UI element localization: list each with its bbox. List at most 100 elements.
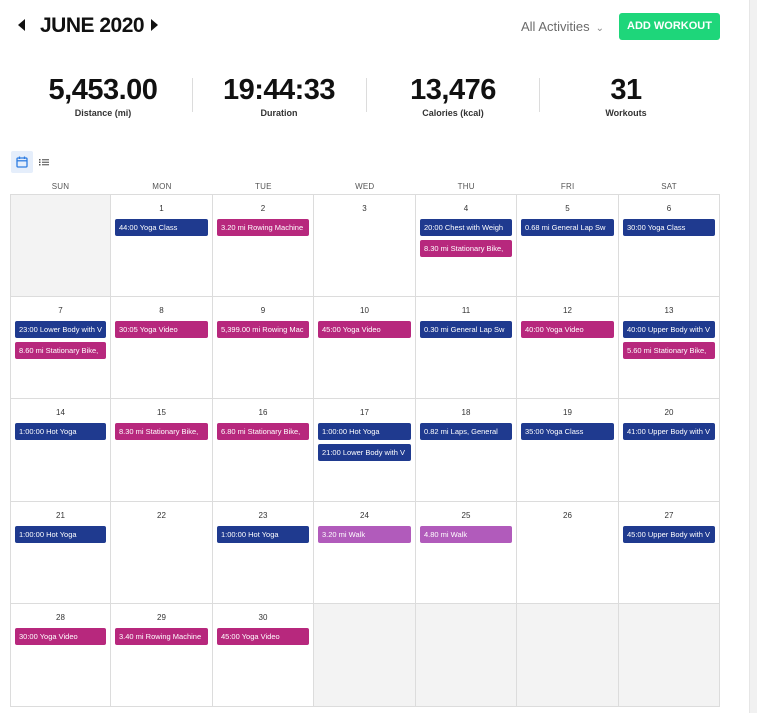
calendar-day[interactable]: 4 20:00 Chest with Weigh 8.30 mi Stationar…: [416, 194, 517, 297]
chevron-down-icon: ⌄: [595, 23, 605, 34]
calendar-day[interactable]: 9 5,399.00 mi Rowing Mac: [213, 297, 314, 399]
workout-event[interactable]: 30:00 Yoga Video: [15, 628, 106, 645]
calendar-day[interactable]: 19 35:00 Yoga Class: [517, 399, 619, 502]
calendar-day[interactable]: 30 45:00 Yoga Video: [213, 604, 314, 707]
workout-event[interactable]: 0.82 mi Laps, General: [420, 423, 512, 440]
day-number: 2: [260, 204, 266, 213]
calendar-day[interactable]: 13 40:00 Upper Body with V 5.60 mi Station…: [619, 297, 720, 399]
workout-event[interactable]: 20:00 Chest with Weigh: [420, 219, 512, 236]
weekday-label: THU: [457, 182, 475, 191]
day-number: 9: [260, 306, 266, 315]
calendar-day[interactable]: 20 41:00 Upper Body with V: [619, 399, 720, 502]
stat-value: 5,453.00: [48, 74, 158, 106]
stat-value: 31: [610, 74, 642, 106]
workout-event[interactable]: 41:00 Upper Body with V: [623, 423, 715, 440]
day-number: 20: [664, 408, 674, 417]
workout-event[interactable]: 45:00 Upper Body with V: [623, 526, 715, 543]
calendar-day[interactable]: 26: [517, 502, 619, 604]
day-number: 24: [360, 511, 369, 520]
calendar-day[interactable]: 25 4.80 mi Walk: [416, 502, 517, 604]
page-scrollbar[interactable]: [749, 0, 757, 713]
workout-event[interactable]: 1:00:00 Hot Yoga: [318, 423, 411, 440]
calendar-day[interactable]: 8 30:05 Yoga Video: [111, 297, 213, 399]
calendar-day[interactable]: 15 8.30 mi Stationary Bike,: [111, 399, 213, 502]
calendar-day[interactable]: 3: [314, 194, 416, 297]
calendar-day[interactable]: 27 45:00 Upper Body with V: [619, 502, 720, 604]
workout-event[interactable]: 45:00 Yoga Video: [217, 628, 309, 645]
calendar-day[interactable]: 1 44:00 Yoga Class: [111, 194, 213, 297]
workout-event[interactable]: 5,399.00 mi Rowing Mac: [217, 321, 309, 338]
workout-event[interactable]: 6.80 mi Stationary Bike,: [217, 423, 309, 440]
calendar-day[interactable]: 18 0.82 mi Laps, General: [416, 399, 517, 502]
day-number: 10: [360, 306, 369, 315]
calendar-day[interactable]: 29 3.40 mi Rowing Machine: [111, 604, 213, 707]
day-number: 22: [157, 511, 166, 520]
stats-summary: 5,453.00 Distance (mi) 19:44:33 Duration…: [16, 72, 716, 132]
caret-right-icon[interactable]: [146, 15, 162, 35]
workout-event[interactable]: 0.30 mi General Lap Sw: [420, 321, 512, 338]
calendar-day[interactable]: 17 1:00:00 Hot Yoga 21:00 Lower Body with …: [314, 399, 416, 502]
calendar-day[interactable]: 10 45:00 Yoga Video: [314, 297, 416, 399]
stat-workouts: 31 Workouts: [539, 72, 713, 118]
workout-event[interactable]: 4.80 mi Walk: [420, 526, 512, 543]
workout-event[interactable]: 5.60 mi Stationary Bike,: [623, 342, 715, 359]
workout-event[interactable]: 8.30 mi Stationary Bike,: [115, 423, 208, 440]
stat-label: Distance (mi): [74, 108, 132, 118]
workout-event[interactable]: 3.20 mi Rowing Machine: [217, 219, 309, 236]
workout-event[interactable]: 30:00 Yoga Class: [623, 219, 715, 236]
workout-event[interactable]: 44:00 Yoga Class: [115, 219, 208, 236]
workout-event[interactable]: 8.30 mi Stationary Bike,: [420, 240, 512, 257]
calendar-day[interactable]: 5 0.68 mi General Lap Sw: [517, 194, 619, 297]
workout-event[interactable]: 21:00 Lower Body with V: [318, 444, 411, 461]
calendar-day[interactable]: 12 40:00 Yoga Video: [517, 297, 619, 399]
day-number: 6: [666, 204, 672, 213]
calendar-day[interactable]: 22: [111, 502, 213, 604]
day-number: 7: [58, 306, 63, 315]
day-number: 8: [159, 306, 164, 315]
workout-event[interactable]: 40:00 Yoga Video: [521, 321, 614, 338]
workout-event[interactable]: 45:00 Yoga Video: [318, 321, 411, 338]
caret-left-icon[interactable]: [14, 15, 30, 35]
workout-event[interactable]: 0.68 mi General Lap Sw: [521, 219, 614, 236]
workout-event[interactable]: 3.40 mi Rowing Machine: [115, 628, 208, 645]
day-number: 17: [360, 408, 369, 417]
activity-filter-dropdown[interactable]: All Activities ⌄: [521, 19, 604, 34]
workout-event[interactable]: 1:00:00 Hot Yoga: [15, 423, 106, 440]
calendar-view-button[interactable]: [11, 151, 33, 173]
day-number: 26: [563, 511, 572, 520]
workout-event[interactable]: 40:00 Upper Body with V: [623, 321, 715, 338]
workout-event[interactable]: 35:00 Yoga Class: [521, 423, 614, 440]
calendar-day[interactable]: 7 23:00 Lower Body with V 8.60 mi Stationa…: [10, 297, 111, 399]
day-number: 15: [157, 408, 166, 417]
calendar-day[interactable]: 28 30:00 Yoga Video: [10, 604, 111, 707]
day-number: 29: [157, 613, 166, 622]
workout-event[interactable]: 30:05 Yoga Video: [115, 321, 208, 338]
workout-event[interactable]: 23:00 Lower Body with V: [15, 321, 106, 338]
stat-distance: 5,453.00 Distance (mi): [16, 72, 190, 118]
calendar-icon: [16, 156, 28, 168]
list-view-button[interactable]: [33, 151, 55, 173]
workout-event[interactable]: 8.60 mi Stationary Bike,: [15, 342, 106, 359]
calendar-day[interactable]: 23 1:00:00 Hot Yoga: [213, 502, 314, 604]
stat-divider: [539, 78, 540, 112]
calendar-day[interactable]: 21 1:00:00 Hot Yoga: [10, 502, 111, 604]
stat-divider: [366, 78, 367, 112]
activity-filter-label: All Activities: [521, 19, 590, 34]
calendar-day[interactable]: 24 3.20 mi Walk: [314, 502, 416, 604]
workout-event[interactable]: 1:00:00 Hot Yoga: [217, 526, 309, 543]
workout-event[interactable]: 1:00:00 Hot Yoga: [15, 526, 106, 543]
calendar-day[interactable]: 14 1:00:00 Hot Yoga: [10, 399, 111, 502]
calendar-day[interactable]: 2 3.20 mi Rowing Machine: [213, 194, 314, 297]
day-number: 27: [664, 511, 674, 520]
calendar-day[interactable]: 11 0.30 mi General Lap Sw: [416, 297, 517, 399]
add-workout-button[interactable]: ADD WORKOUT: [619, 13, 720, 40]
stat-divider: [192, 78, 193, 112]
day-number: 1: [159, 204, 164, 213]
stat-value: 13,476: [410, 74, 496, 106]
day-number: 30: [258, 613, 268, 622]
calendar-day[interactable]: 6 30:00 Yoga Class: [619, 194, 720, 297]
calendar-day[interactable]: 16 6.80 mi Stationary Bike,: [213, 399, 314, 502]
workout-event[interactable]: 3.20 mi Walk: [318, 526, 411, 543]
stat-value: 19:44:33: [222, 74, 336, 106]
weekday-label: SUN: [51, 182, 70, 191]
